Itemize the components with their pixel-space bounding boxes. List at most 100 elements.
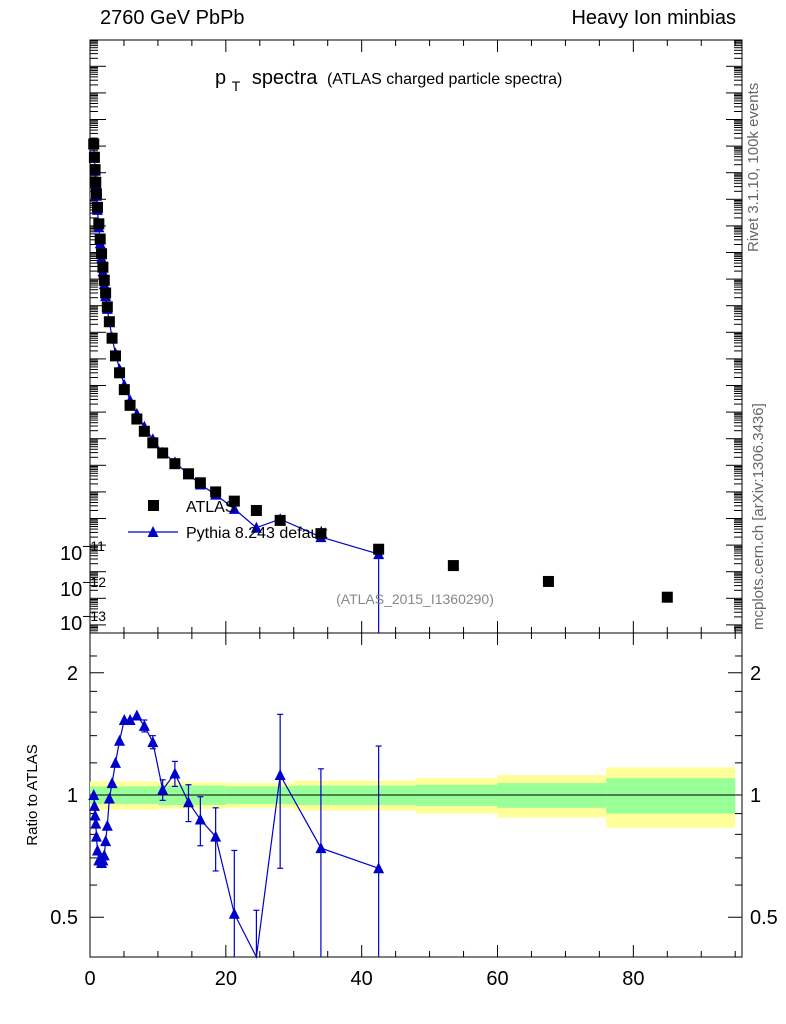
- mc-ratio-point: [274, 769, 286, 781]
- data-point: [542, 575, 554, 587]
- ratio-y-tick-label-right-2: 2: [750, 663, 761, 685]
- data-point: [250, 504, 262, 516]
- mc-ratio-point: [101, 819, 113, 831]
- data-point: [169, 458, 181, 470]
- legend-atlas-label: ATLAS: [186, 499, 236, 516]
- mc-ratio-point: [88, 789, 100, 800]
- data-point: [194, 477, 206, 489]
- legend-atlas-marker: [148, 500, 159, 511]
- data-point: [131, 413, 143, 425]
- x-tick-label-0: 0: [84, 968, 95, 990]
- data-point: [97, 261, 109, 273]
- main-plot-frame: [89, 39, 743, 634]
- data-point: [89, 164, 101, 176]
- band-inner-6: [606, 778, 736, 814]
- mc-main-point: [250, 521, 262, 533]
- mc-ratio-point: [182, 796, 194, 808]
- legend: ATLAS Pythia 8.243 default: [128, 499, 328, 542]
- data-point: [661, 591, 673, 603]
- mc-ratio-line: [93, 714, 379, 959]
- mc-ratio-point: [194, 813, 206, 825]
- data-point: [274, 514, 286, 526]
- plot-title-main: p: [215, 67, 226, 89]
- data-point: [210, 486, 222, 498]
- ratio-y-tick-label-right-0.5: 0.5: [750, 907, 778, 929]
- mc-ratio-point: [98, 849, 110, 861]
- data-point: [94, 233, 106, 245]
- data-point: [315, 528, 327, 540]
- data-point: [138, 425, 150, 437]
- mc-main-line: [93, 144, 379, 555]
- data-point: [124, 399, 136, 411]
- mc-series-ratio: [88, 709, 385, 959]
- y-tick-label-main-2: 10−13: [60, 608, 106, 635]
- ratio-y-tick-label-right-1: 1: [750, 785, 761, 807]
- x-tick-label-20: 20: [215, 968, 237, 990]
- mc-ratio-point: [138, 719, 150, 731]
- data-point: [88, 151, 100, 163]
- ratio-y-tick-label-left-2: 2: [67, 663, 78, 685]
- mc-ratio-point: [228, 907, 240, 919]
- data-point: [98, 274, 110, 286]
- mc-ratio-point: [169, 767, 181, 779]
- plot-title-paren: (ATLAS charged particle spectra): [327, 71, 562, 88]
- data-point: [147, 437, 159, 449]
- ratio-ylabel: Ratio to ATLAS: [24, 744, 41, 845]
- x-tick-label-80: 80: [622, 968, 644, 990]
- data-point: [118, 384, 130, 396]
- mc-ratio-point: [157, 783, 169, 795]
- rivet-label: Rivet 3.1.10, 100k events: [745, 82, 762, 252]
- data-point: [96, 248, 108, 260]
- data-point: [447, 560, 459, 572]
- mc-ratio-point: [210, 830, 222, 842]
- data-point: [103, 316, 115, 328]
- ratio-y-tick-label-left-1: 1: [67, 785, 78, 807]
- watermark-text: (ATLAS_2015_I1360290): [336, 591, 494, 607]
- x-tick-label-60: 60: [486, 968, 508, 990]
- mc-ratio-point: [124, 714, 136, 726]
- data-series-main: [88, 138, 673, 603]
- plot-title-sub: T: [232, 78, 241, 94]
- data-point: [182, 468, 194, 480]
- data-point: [93, 218, 105, 230]
- data-point: [88, 138, 100, 150]
- mc-ratio-point: [106, 777, 118, 789]
- plot-title: p T spectra (ATLAS charged particle spec…: [215, 67, 562, 96]
- mc-series-main: [88, 138, 385, 633]
- header-right: Heavy Ion minbias: [571, 7, 736, 29]
- mc-ratio-point: [90, 817, 102, 829]
- mc-ratio-point: [114, 734, 126, 746]
- header-left: 2760 GeV PbPb: [100, 7, 245, 29]
- data-point: [101, 301, 113, 313]
- mc-ratio-point: [103, 792, 115, 804]
- ratio-y-tick-label-left-0.5: 0.5: [50, 907, 78, 929]
- plot-title-rest: spectra: [252, 67, 318, 89]
- data-point: [157, 447, 169, 459]
- mc-ratio-point: [131, 709, 143, 721]
- mc-ratio-point: [89, 809, 101, 821]
- legend-pythia-label: Pythia 8.243 default: [186, 525, 328, 542]
- mc-ratio-point: [91, 844, 103, 856]
- mc-ratio-point: [147, 736, 159, 748]
- data-point: [109, 350, 121, 362]
- mc-ratio-point: [373, 862, 385, 874]
- mc-ratio-point: [109, 756, 121, 768]
- mc-ratio-point: [100, 835, 112, 847]
- y-tick-label-main-1: 10−12: [60, 574, 106, 601]
- data-point: [373, 543, 385, 555]
- y-tick-label-main-0: 10−11: [60, 538, 105, 565]
- mc-ratio-point: [88, 799, 100, 811]
- data-point: [91, 201, 103, 213]
- mc-ratio-point: [90, 830, 102, 842]
- mcplots-label: mcplots.cern.ch [arXiv:1306.3436]: [750, 403, 767, 630]
- data-point: [114, 367, 126, 379]
- legend-pythia-marker: [147, 526, 159, 537]
- data-point: [106, 332, 118, 344]
- tick-labels: 0 20 40 60 80 10−11 10−12 10−13 0.5 0.5 1 1 2 2: [50, 538, 778, 990]
- x-tick-label-40: 40: [351, 968, 373, 990]
- mc-main-point: [228, 502, 240, 514]
- data-point: [90, 176, 102, 188]
- data-point: [228, 495, 240, 507]
- mc-ratio-point: [315, 842, 327, 854]
